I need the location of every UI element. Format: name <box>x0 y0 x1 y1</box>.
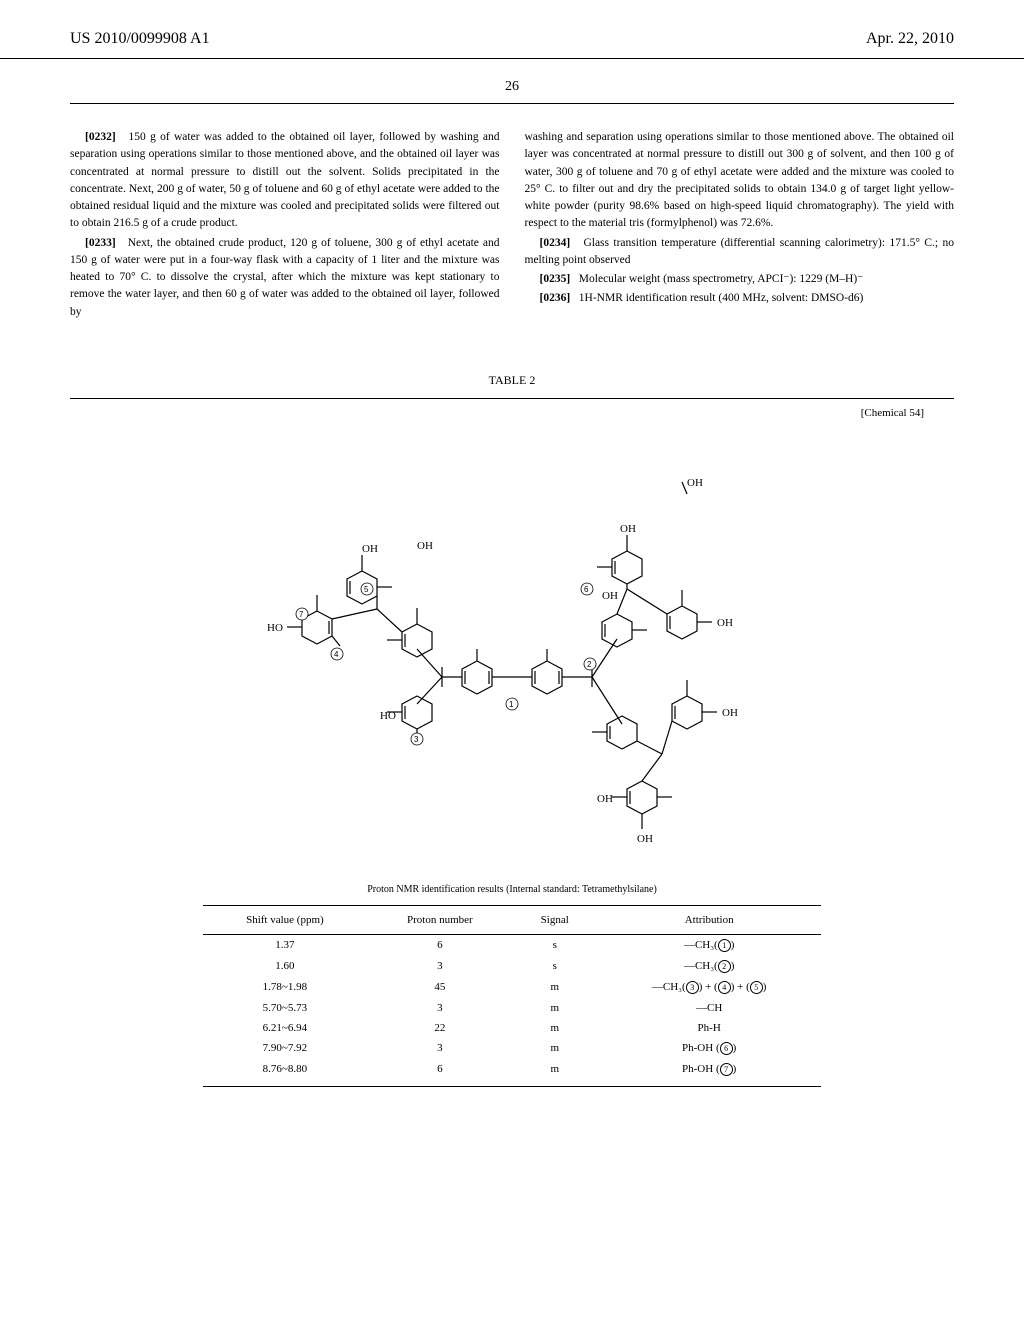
table-row: 1.376s—CH₃(1) <box>203 934 822 956</box>
table-label: TABLE 2 <box>70 373 954 388</box>
paragraph-0232: [0232] 150 g of water was added to the o… <box>70 129 500 233</box>
table-bottom-rule <box>203 1086 822 1087</box>
paragraph-0234: [0234] Glass transition temperature (dif… <box>525 235 955 270</box>
page-header: US 2010/0099908 A1 Apr. 22, 2010 <box>0 0 1024 59</box>
structure-oh-label: OH <box>637 833 653 845</box>
proton-cell: 6 <box>367 934 512 956</box>
structure-oh-label: OH <box>362 543 378 555</box>
structure-oh-label: OH <box>417 540 433 552</box>
attribution-cell: —CH <box>597 998 821 1018</box>
chemical-label: [Chemical 54] <box>70 398 954 419</box>
table-header: Signal <box>513 905 597 934</box>
structure-oh-label: OH <box>717 617 733 629</box>
table-row: 1.603s—CH₃(2) <box>203 956 822 977</box>
attribution-cell: Ph-OH (7) <box>597 1059 821 1086</box>
table-header: Proton number <box>367 905 512 934</box>
signal-cell: m <box>513 1059 597 1086</box>
table-row: 5.70~5.733m—CH <box>203 998 822 1018</box>
chemical-structure: OH OH OH OH OH HO OH HO OH OH OH 1 2 3 4… <box>70 424 954 869</box>
structure-ho-label: HO <box>380 710 396 722</box>
proton-cell: 6 <box>367 1059 512 1086</box>
para-text: Glass transition temperature (differenti… <box>525 237 955 266</box>
table-row: 1.78~1.9845m—CH₃(3) + (4) + (5) <box>203 977 822 998</box>
proton-cell: 3 <box>367 1038 512 1059</box>
shift-cell: 1.37 <box>203 934 368 956</box>
nmr-data-table: Shift value (ppm) Proton number Signal A… <box>203 905 822 1086</box>
para-num: [0234] <box>540 237 571 249</box>
paragraph-0233-cont: washing and separation using operations … <box>525 129 955 233</box>
signal-cell: m <box>513 1018 597 1038</box>
signal-cell: m <box>513 998 597 1018</box>
para-text: Next, the obtained crude product, 120 g … <box>70 237 500 318</box>
structure-oh-label: OH <box>602 590 618 602</box>
patent-number: US 2010/0099908 A1 <box>70 30 210 48</box>
para-num: [0232] <box>85 131 116 143</box>
attribution-cell: Ph-OH (6) <box>597 1038 821 1059</box>
proton-cell: 45 <box>367 977 512 998</box>
table-header: Attribution <box>597 905 821 934</box>
svg-text:7: 7 <box>299 610 304 619</box>
svg-text:5: 5 <box>364 585 369 594</box>
table-header: Shift value (ppm) <box>203 905 368 934</box>
svg-text:6: 6 <box>584 585 589 594</box>
shift-cell: 1.60 <box>203 956 368 977</box>
signal-cell: s <box>513 934 597 956</box>
svg-text:2: 2 <box>587 660 592 669</box>
paragraph-0236: [0236] 1H-NMR identification result (400… <box>525 290 955 307</box>
header-divider <box>70 103 954 104</box>
right-column: washing and separation using operations … <box>525 129 955 323</box>
page-number: 26 <box>0 79 1024 95</box>
structure-oh-label: OH <box>620 523 636 535</box>
signal-cell: m <box>513 977 597 998</box>
shift-cell: 6.21~6.94 <box>203 1018 368 1038</box>
para-text: 1H-NMR identification result (400 MHz, s… <box>579 292 864 304</box>
signal-cell: m <box>513 1038 597 1059</box>
para-num: [0235] <box>540 273 571 285</box>
attribution-cell: Ph-H <box>597 1018 821 1038</box>
svg-text:4: 4 <box>334 650 339 659</box>
left-column: [0232] 150 g of water was added to the o… <box>70 129 500 323</box>
shift-cell: 1.78~1.98 <box>203 977 368 998</box>
proton-cell: 3 <box>367 998 512 1018</box>
shift-cell: 7.90~7.92 <box>203 1038 368 1059</box>
structure-ho-label: HO <box>267 622 283 634</box>
table-row: 8.76~8.806mPh-OH (7) <box>203 1059 822 1086</box>
para-num: [0233] <box>85 237 116 249</box>
table-section: TABLE 2 [Chemical 54] <box>0 323 1024 1087</box>
attribution-cell: —CH₃(3) + (4) + (5) <box>597 977 821 998</box>
para-text: Molecular weight (mass spectrometry, APC… <box>579 273 863 285</box>
table-header-row: Shift value (ppm) Proton number Signal A… <box>203 905 822 934</box>
table-caption: Proton NMR identification results (Inter… <box>70 884 954 895</box>
svg-text:1: 1 <box>509 700 514 709</box>
svg-text:3: 3 <box>414 735 419 744</box>
para-text: 150 g of water was added to the obtained… <box>70 131 500 229</box>
table-row: 7.90~7.923mPh-OH (6) <box>203 1038 822 1059</box>
publication-date: Apr. 22, 2010 <box>866 30 954 48</box>
para-num: [0236] <box>540 292 571 304</box>
paragraph-0235: [0235] Molecular weight (mass spectromet… <box>525 271 955 288</box>
chemical-structure-svg: OH OH OH OH OH HO OH HO OH OH OH 1 2 3 4… <box>232 424 792 864</box>
structure-oh-label: OH <box>597 793 613 805</box>
attribution-cell: —CH₃(2) <box>597 956 821 977</box>
attribution-cell: —CH₃(1) <box>597 934 821 956</box>
proton-cell: 22 <box>367 1018 512 1038</box>
proton-cell: 3 <box>367 956 512 977</box>
text-columns: [0232] 150 g of water was added to the o… <box>0 129 1024 323</box>
table-row: 6.21~6.9422mPh-H <box>203 1018 822 1038</box>
signal-cell: s <box>513 956 597 977</box>
shift-cell: 5.70~5.73 <box>203 998 368 1018</box>
structure-oh-label: OH <box>687 477 703 489</box>
paragraph-0233: [0233] Next, the obtained crude product,… <box>70 235 500 321</box>
structure-oh-label: OH <box>722 707 738 719</box>
shift-cell: 8.76~8.80 <box>203 1059 368 1086</box>
